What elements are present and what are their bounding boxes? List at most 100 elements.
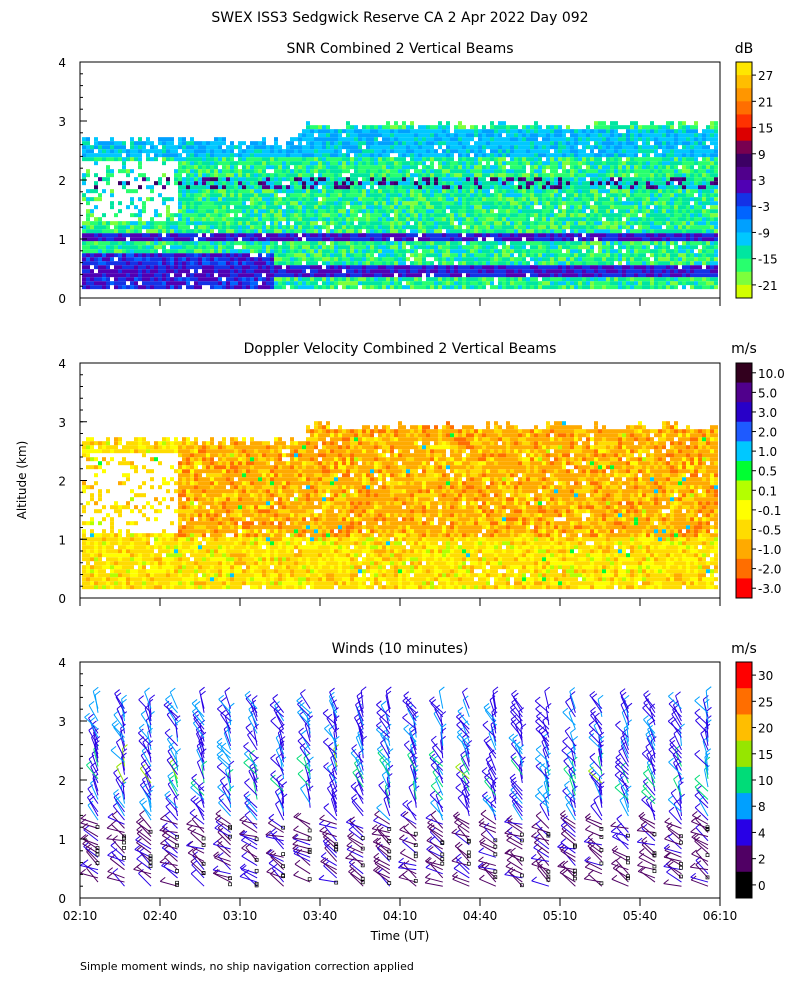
snr-cell [530,237,534,242]
snr-cell [438,233,442,238]
snr-cell [442,221,446,226]
snr-cell [238,161,242,166]
snr-cell [430,249,434,254]
snr-cell [270,249,274,254]
snr-cell [578,149,582,154]
snr-cell [494,185,498,190]
snr-cell [562,241,566,246]
snr-cell [554,237,558,242]
snr-cell [250,217,254,222]
snr-cell [290,273,294,278]
snr-cell [130,269,134,274]
snr-cell [310,149,314,154]
snr-cell [238,201,242,206]
snr-cell [526,125,530,130]
snr-cell [482,213,486,218]
snr-cell [222,197,226,202]
snr-cell [578,209,582,214]
snr-cell [234,161,238,166]
snr-cell [302,257,306,262]
snr-cell [462,269,466,274]
snr-cell [438,153,442,158]
snr-cell [378,213,382,218]
snr-cell [406,209,410,214]
snr-cell [374,269,378,274]
snr-cell [202,265,206,270]
snr-cell [218,157,222,162]
snr-cell [210,165,214,170]
snr-cell [450,237,454,242]
snr-cell [358,141,362,146]
snr-cell [422,157,426,162]
snr-cell [342,285,346,290]
snr-cell [474,169,478,174]
snr-cell [490,269,494,274]
snr-cell [598,133,602,138]
snr-cell [466,269,470,274]
snr-cell [582,257,586,262]
snr-cell [214,253,218,258]
snr-cell [142,209,146,214]
snr-cell [558,157,562,162]
snr-cell [478,173,482,178]
snr-cell [246,221,250,226]
snr-cell [366,217,370,222]
snr-cell [426,241,430,246]
snr-cell [254,257,258,262]
snr-cell [166,213,170,218]
snr-cell [406,181,410,186]
snr-cell [354,237,358,242]
snr-cell [566,141,570,146]
snr-cell [378,133,382,138]
snr-cell [178,233,182,238]
snr-cell [270,217,274,222]
snr-cell [614,273,618,278]
snr-cell [182,265,186,270]
snr-cell [466,253,470,258]
snr-cell [558,265,562,270]
snr-cell [382,149,386,154]
snr-cell [462,173,466,178]
snr-cell [286,205,290,210]
snr-cell [446,249,450,254]
snr-cell [386,145,390,150]
snr-cell [162,185,166,190]
snr-cell [402,253,406,258]
snr-cell [426,177,430,182]
snr-cell [126,253,130,258]
snr-cell [182,237,186,242]
snr-cell [398,249,402,254]
snr-cell [246,281,250,286]
snr-cell [190,213,194,218]
snr-cell [170,233,174,238]
snr-cell [498,277,502,282]
snr-cell [382,157,386,162]
snr-cell [386,185,390,190]
snr-cell [466,277,470,282]
snr-cell [106,269,110,274]
snr-cell [398,273,402,278]
snr-cell [282,225,286,230]
snr-cell [366,153,370,158]
snr-cell [346,197,350,202]
snr-cell [626,173,630,178]
snr-cell [426,269,430,274]
snr-cell [214,165,218,170]
snr-cell [386,225,390,230]
snr-cell [358,209,362,214]
snr-cell [294,165,298,170]
snr-cell [630,273,634,278]
snr-cell [434,209,438,214]
snr-cell [194,281,198,286]
snr-cell [354,185,358,190]
snr-cell [386,177,390,182]
snr-cell [450,217,454,222]
snr-cell [570,233,574,238]
snr-cell [242,273,246,278]
snr-cell [310,241,314,246]
snr-cell [298,257,302,262]
snr-cell [210,261,214,266]
snr-cell [534,169,538,174]
snr-cell [242,233,246,238]
snr-cell [254,281,258,286]
